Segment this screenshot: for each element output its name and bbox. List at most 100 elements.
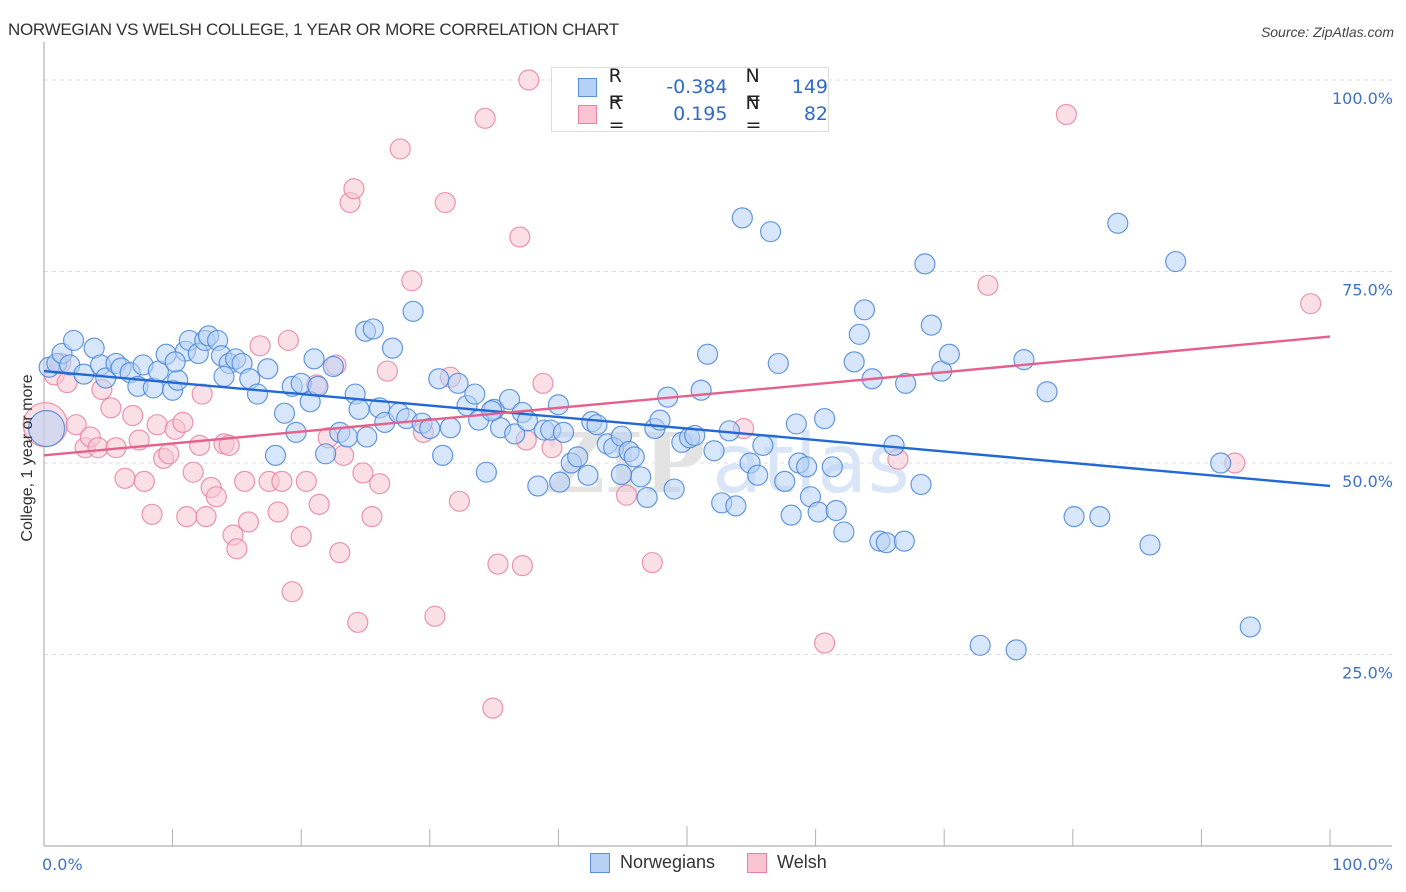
norwegian-point[interactable]	[725, 495, 747, 517]
norwegian-point[interactable]	[825, 499, 847, 522]
welsh-point[interactable]	[226, 538, 248, 560]
welsh-point[interactable]	[343, 178, 365, 200]
welsh-point[interactable]	[65, 414, 87, 436]
norwegian-point[interactable]	[938, 343, 960, 365]
norwegian-point[interactable]	[402, 300, 424, 322]
welsh-point[interactable]	[290, 525, 312, 548]
norwegian-point[interactable]	[752, 434, 774, 456]
norwegian-point[interactable]	[213, 365, 235, 388]
welsh-point[interactable]	[329, 542, 351, 564]
norwegian-point[interactable]	[27, 409, 66, 448]
welsh-point[interactable]	[977, 274, 999, 296]
welsh-point[interactable]	[281, 581, 303, 603]
norwegian-point[interactable]	[853, 299, 876, 321]
welsh-point[interactable]	[182, 461, 204, 483]
norwegian-point[interactable]	[428, 368, 450, 390]
norwegian-point[interactable]	[348, 398, 370, 420]
welsh-point[interactable]	[308, 493, 330, 515]
welsh-point[interactable]	[141, 503, 163, 525]
welsh-point[interactable]	[133, 470, 155, 492]
welsh-point[interactable]	[448, 490, 470, 512]
welsh-point[interactable]	[205, 486, 227, 508]
norwegian-point[interactable]	[1089, 506, 1111, 528]
welsh-point[interactable]	[434, 191, 456, 214]
norwegian-point[interactable]	[475, 461, 497, 483]
norwegian-point[interactable]	[447, 372, 469, 394]
norwegian-point[interactable]	[610, 463, 633, 486]
norwegian-point[interactable]	[246, 383, 269, 405]
welsh-point[interactable]	[172, 411, 194, 434]
norwegian-point[interactable]	[636, 486, 658, 509]
norwegian-point[interactable]	[895, 372, 917, 394]
norwegian-point[interactable]	[439, 417, 461, 439]
norwegian-point[interactable]	[914, 253, 936, 275]
norwegian-point[interactable]	[504, 423, 526, 445]
norwegian-point[interactable]	[577, 464, 599, 486]
welsh-point[interactable]	[532, 372, 554, 394]
norwegian-point[interactable]	[703, 440, 725, 462]
norwegian-point[interactable]	[690, 379, 712, 401]
norwegian-point[interactable]	[814, 407, 836, 430]
norwegian-point[interactable]	[586, 414, 608, 436]
welsh-point[interactable]	[100, 397, 122, 419]
norwegian-point[interactable]	[1036, 381, 1058, 403]
legend-item-welsh[interactable]: Welsh	[747, 852, 827, 873]
norwegian-point[interactable]	[875, 532, 897, 554]
norwegian-point[interactable]	[630, 466, 652, 488]
welsh-point[interactable]	[189, 434, 211, 456]
welsh-point[interactable]	[389, 138, 411, 160]
norwegian-point[interactable]	[164, 351, 186, 373]
norwegian-point[interactable]	[264, 444, 287, 466]
welsh-point[interactable]	[114, 467, 136, 489]
norwegian-point[interactable]	[273, 402, 296, 424]
welsh-point[interactable]	[218, 434, 240, 456]
norwegian-point[interactable]	[1210, 452, 1232, 474]
welsh-point[interactable]	[122, 404, 144, 427]
welsh-point[interactable]	[195, 506, 217, 528]
norwegian-point[interactable]	[336, 426, 359, 448]
welsh-point[interactable]	[518, 69, 540, 91]
norwegian-point[interactable]	[759, 221, 782, 243]
welsh-point[interactable]	[352, 462, 374, 484]
welsh-point[interactable]	[237, 511, 260, 533]
welsh-point[interactable]	[509, 226, 531, 248]
welsh-point[interactable]	[424, 605, 446, 627]
norwegian-point[interactable]	[322, 355, 344, 378]
welsh-point[interactable]	[158, 443, 180, 465]
norwegian-point[interactable]	[663, 478, 685, 500]
norwegian-point[interactable]	[362, 318, 384, 340]
norwegian-point[interactable]	[356, 426, 378, 448]
norwegian-point[interactable]	[167, 369, 189, 391]
norwegian-point[interactable]	[1239, 616, 1261, 638]
norwegian-point[interactable]	[307, 375, 329, 397]
norwegian-point[interactable]	[1139, 534, 1161, 556]
norwegian-point[interactable]	[696, 343, 719, 365]
welsh-point[interactable]	[271, 470, 293, 492]
norwegian-point[interactable]	[381, 337, 404, 359]
welsh-point[interactable]	[277, 329, 299, 352]
norwegian-point[interactable]	[821, 456, 843, 478]
norwegian-point[interactable]	[780, 504, 802, 526]
norwegian-point[interactable]	[303, 348, 325, 370]
welsh-point[interactable]	[487, 553, 509, 575]
norwegian-point[interactable]	[527, 475, 549, 497]
welsh-point[interactable]	[176, 506, 198, 528]
welsh-point[interactable]	[482, 697, 504, 719]
norwegian-point[interactable]	[549, 471, 571, 493]
legend-item-norwegians[interactable]: Norwegians	[590, 852, 715, 873]
welsh-point[interactable]	[1300, 293, 1322, 315]
norwegian-point[interactable]	[767, 352, 789, 375]
norwegian-point[interactable]	[969, 634, 991, 656]
welsh-point[interactable]	[376, 360, 398, 382]
welsh-point[interactable]	[641, 551, 663, 574]
norwegian-point[interactable]	[893, 530, 915, 552]
norwegian-point[interactable]	[731, 207, 753, 229]
norwegian-point[interactable]	[623, 446, 645, 468]
welsh-point[interactable]	[191, 383, 213, 405]
norwegian-point[interactable]	[257, 358, 279, 380]
norwegian-point[interactable]	[498, 388, 521, 411]
norwegian-point[interactable]	[1005, 639, 1027, 661]
welsh-point[interactable]	[369, 473, 391, 495]
norwegian-point[interactable]	[547, 394, 570, 416]
norwegian-point[interactable]	[464, 383, 486, 405]
